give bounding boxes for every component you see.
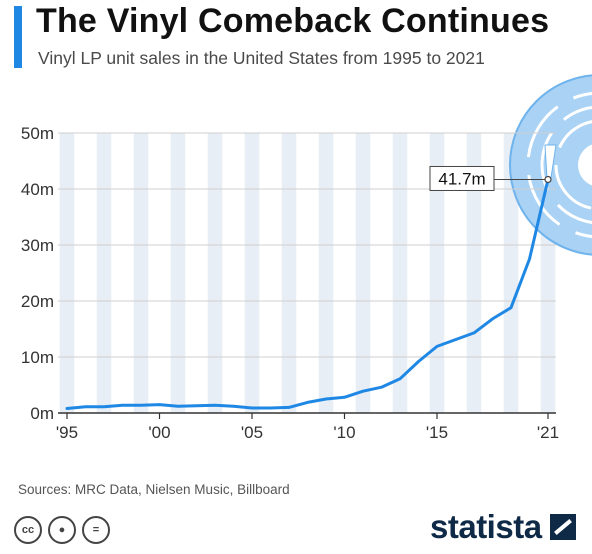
column-stripe: [466, 133, 482, 413]
column-stripe: [281, 133, 297, 413]
x-tick-label: '15: [426, 423, 448, 442]
data-point: [102, 405, 106, 409]
cc-icon[interactable]: cc: [14, 516, 42, 544]
x-tick-label: '00: [148, 423, 170, 442]
data-point: [306, 401, 309, 404]
data-point: [250, 406, 254, 410]
vinyl-groove: [540, 106, 592, 224]
data-point: [509, 306, 513, 309]
vinyl-record-illustration: [509, 74, 592, 256]
annotation-label: 41.7m: [438, 169, 485, 188]
attribution-icon[interactable]: ●: [48, 516, 76, 544]
chart-title: The Vinyl Comeback Continues: [36, 2, 550, 40]
y-tick-label: 20m: [21, 292, 54, 311]
column-stripe: [244, 133, 260, 413]
vinyl-label: [578, 144, 592, 186]
column-stripe: [392, 133, 408, 413]
y-tick-label: 10m: [21, 348, 54, 367]
data-point: [491, 317, 494, 321]
brand[interactable]: statista: [430, 508, 576, 546]
data-point: [454, 338, 457, 341]
data-point: [213, 403, 217, 407]
data-point: [195, 404, 198, 407]
data-point: [435, 345, 439, 348]
data-point: [472, 331, 476, 335]
y-tick-label: 0m: [30, 404, 54, 423]
y-tick-label: 30m: [21, 236, 54, 255]
title-accent-bar: [14, 6, 22, 68]
line-chart: 0m 10m 20m 30m 40m 50m '95 '00 '05 '10 '15 '21 41.…: [21, 74, 592, 442]
data-point: [65, 407, 69, 410]
x-tick-label: '10: [333, 423, 355, 442]
data-point: [343, 396, 346, 399]
y-tick-label: 40m: [21, 180, 54, 199]
source-note: Sources: MRC Data, Nielsen Music, Billbo…: [18, 482, 290, 497]
y-tick-label: 50m: [21, 124, 54, 143]
data-point: [417, 360, 420, 363]
x-tick-label: '05: [241, 423, 263, 442]
data-point: [528, 257, 531, 261]
y-axis-ticks: 0m 10m 20m 30m 40m 50m: [21, 124, 54, 423]
data-point: [269, 406, 272, 410]
annotation-point: [544, 175, 552, 184]
annotation: 41.7m: [429, 165, 552, 191]
column-stripe: [59, 133, 75, 413]
column-stripe: [355, 133, 371, 413]
chart-subtitle: Vinyl LP unit sales in the United States…: [38, 48, 485, 68]
data-point: [84, 405, 87, 409]
column-stripe: [429, 133, 445, 413]
column-stripe: [503, 133, 519, 413]
statista-logo-icon: [549, 514, 576, 540]
data-point: [232, 405, 235, 408]
data-point: [121, 403, 124, 407]
data-point: [139, 403, 143, 407]
x-tick-label: '21: [537, 423, 559, 442]
data-point: [287, 406, 291, 409]
column-stripe: [318, 133, 334, 413]
data-point: [398, 377, 402, 381]
column-stripe: [207, 133, 223, 413]
data-point: [380, 386, 383, 389]
annotation-box: [429, 165, 495, 191]
x-axis-ticks: '95 '00 '05 '10 '15 '21: [56, 413, 559, 442]
column-stripe: [96, 133, 112, 413]
column-stripe: [133, 133, 149, 413]
data-point: [361, 389, 365, 393]
column-stripes: [59, 133, 556, 413]
license-icons: cc ● =: [14, 516, 110, 544]
x-tick-label: '95: [56, 423, 78, 442]
brand-name: statista: [430, 508, 542, 545]
no-derivatives-icon[interactable]: =: [82, 516, 110, 544]
data-point: [324, 397, 328, 401]
column-stripe: [170, 133, 186, 413]
series-line: [65, 178, 550, 410]
data-point: [176, 405, 180, 408]
data-point: [158, 403, 161, 406]
